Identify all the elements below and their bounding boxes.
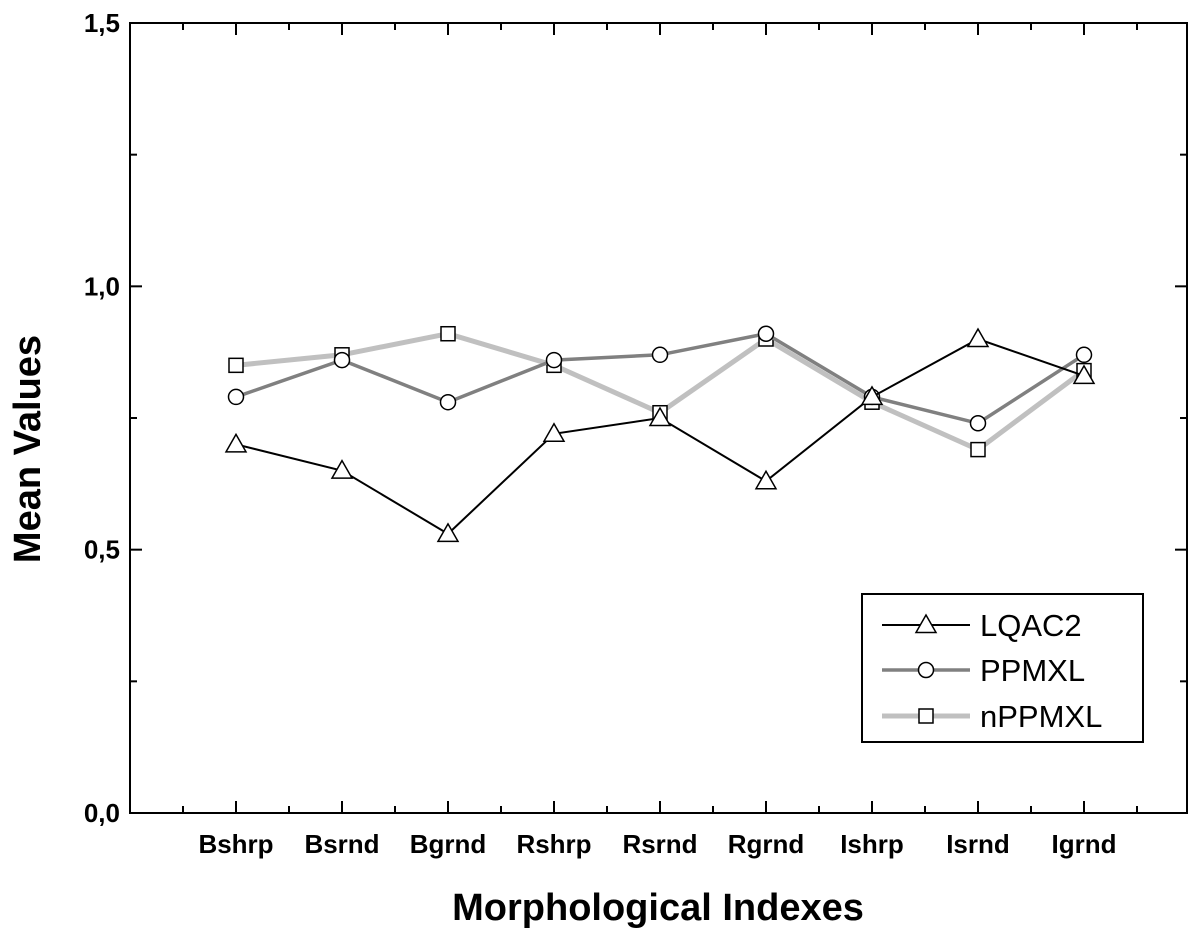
data-point <box>754 469 778 490</box>
y-tick-label: 1,0 <box>84 271 120 301</box>
legend-label: PPMXL <box>980 653 1085 688</box>
y-axis-title: Mean Values <box>7 335 49 563</box>
x-tick-label: Ishrp <box>840 829 904 859</box>
data-point <box>224 432 248 453</box>
legend-label: LQAC2 <box>980 608 1082 643</box>
y-tick-label: 0,5 <box>84 535 120 565</box>
data-point <box>966 327 990 348</box>
data-point <box>1075 346 1093 364</box>
data-point <box>1072 364 1096 385</box>
data-point <box>227 388 245 406</box>
y-tick-label: 0,0 <box>84 798 120 828</box>
legend: LQAC2 PPMXL nPPMXL <box>861 593 1144 743</box>
y-axis: 0,0 0,5 1,0 1,5 <box>84 8 1187 828</box>
series-nppmxl <box>228 325 1092 458</box>
series-layer <box>224 325 1096 543</box>
x-tick-label: Rshrp <box>516 829 591 859</box>
x-tick-label: Bsrnd <box>304 829 379 859</box>
data-point <box>970 441 986 458</box>
data-point <box>969 415 987 432</box>
y-tick-label: 1,5 <box>84 8 120 38</box>
data-point <box>648 406 672 427</box>
data-point <box>330 459 354 479</box>
data-point <box>436 522 460 543</box>
legend-marker <box>918 708 934 724</box>
legend-marker <box>917 661 935 679</box>
data-point <box>651 346 669 364</box>
x-tick-label: Igrnd <box>1052 829 1117 859</box>
data-point <box>439 393 457 411</box>
data-point <box>228 357 244 374</box>
legend-marker <box>914 613 938 634</box>
data-point <box>860 385 884 406</box>
x-tick-label: Isrnd <box>946 829 1010 859</box>
x-tick-label: Rgrnd <box>728 829 805 859</box>
data-point <box>542 422 566 443</box>
x-tick-label: Bshrp <box>198 829 273 859</box>
legend-label: nPPMXL <box>980 699 1102 734</box>
data-point <box>333 351 351 369</box>
x-tick-label: Bgrnd <box>410 829 487 859</box>
x-axis-title: Morphological Indexes <box>452 887 864 929</box>
x-tick-label: Rsrnd <box>622 829 697 859</box>
x-axis: Bshrp Bsrnd Bgrnd Rshrp Rsrnd Rgrnd Ishrp Isrnd… <box>182 23 1138 859</box>
series-lqac2 <box>224 327 1096 543</box>
data-point <box>545 351 563 369</box>
data-point <box>440 325 456 342</box>
data-point <box>757 325 775 342</box>
